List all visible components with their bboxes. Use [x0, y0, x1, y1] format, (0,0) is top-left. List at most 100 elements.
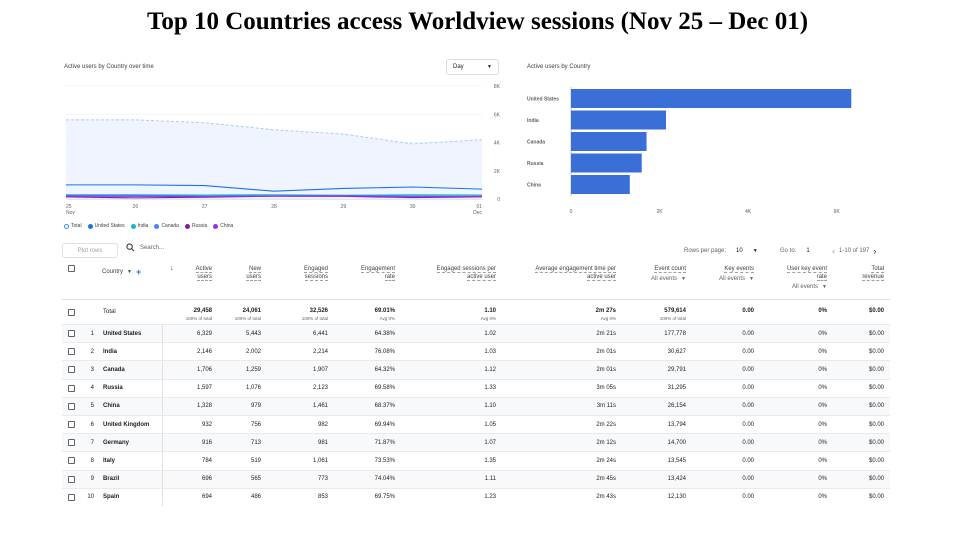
legend-item[interactable]: United States [87, 223, 125, 229]
column-header-label: rate [816, 274, 827, 281]
table-row[interactable]: 5 China 1,328 979 1,461 68.37% 1.10 3m 11s 26,15… [62, 396, 890, 415]
sort-arrow-icon[interactable]: ↓ [170, 265, 174, 272]
table-row[interactable]: 3 Canada 1,706 1,259 1,907 64.32% 1.12 2m 01s 29… [62, 360, 890, 379]
total-cell: 0% [818, 308, 827, 314]
table-cell: 0% [818, 457, 827, 464]
row-checkbox[interactable] [68, 493, 75, 501]
total-cell: 32,526 [309, 308, 328, 314]
x-tick-label: 30 [410, 204, 416, 210]
country-name[interactable]: Germany [103, 439, 130, 446]
table-cell: 1.12 [484, 366, 496, 373]
table-cell: 1.33 [484, 385, 496, 392]
event-filter-dropdown[interactable]: All events ▼ [762, 283, 827, 291]
total-share-label: 100% of total [301, 316, 328, 321]
table-cell: $0.00 [868, 403, 884, 410]
table-row[interactable]: 2 India 2,146 2,002 2,214 76.08% 1.03 2m 01s 30,… [62, 342, 890, 361]
row-checkbox[interactable] [68, 457, 75, 465]
category-label: Canada [527, 140, 545, 146]
country-name[interactable]: Brazil [103, 476, 120, 483]
search-input[interactable]: Search... [140, 244, 165, 251]
event-filter-label: All events [792, 284, 819, 290]
granularity-dropdown[interactable]: Day ▼ [446, 59, 499, 75]
total-share-label: 100% of total [234, 316, 261, 321]
country-column-header[interactable]: Country ▼ + [102, 267, 141, 277]
row-rank: 8 [90, 457, 94, 464]
plot-rows-button[interactable]: Plot rows [62, 243, 118, 258]
legend-item[interactable]: Canada [154, 223, 179, 229]
row-checkbox[interactable] [68, 348, 75, 356]
row-checkbox[interactable] [68, 366, 75, 374]
table-row[interactable]: 1 United States 6,329 5,443 6,441 64.38% 1.02 2… [62, 324, 890, 343]
country-name[interactable]: United States [103, 330, 142, 337]
row-checkbox[interactable] [68, 421, 75, 429]
total-share-label: Avg 0% [480, 316, 496, 321]
table-cell: 1,461 [312, 403, 328, 410]
add-dimension-icon[interactable]: + [135, 267, 142, 277]
row-rank: 3 [90, 366, 94, 373]
event-filter-dropdown[interactable]: All events ▼ [626, 275, 686, 283]
table-row[interactable]: 9 Brazil 696 565 773 74.04% 1.11 2m 45s 13,424 0.… [62, 469, 890, 488]
goto-input[interactable]: 1 [806, 247, 810, 254]
table-cell: 0.00 [742, 348, 754, 355]
column-header[interactable]: Engaged sessions [268, 265, 328, 281]
total-share-label: Avg 0% [600, 316, 616, 321]
legend-item[interactable]: India [130, 223, 148, 229]
legend-item[interactable]: Total [64, 223, 82, 229]
row-checkbox[interactable] [68, 384, 75, 392]
table-cell: 0% [818, 421, 827, 428]
column-header[interactable]: Key events All events ▼ [694, 265, 754, 283]
legend-item[interactable]: China [213, 223, 233, 229]
column-header[interactable]: Total revenue [834, 265, 884, 281]
x-tick-label: 28 [271, 204, 277, 210]
column-header[interactable]: Event count All events ▼ [626, 265, 686, 283]
column-header[interactable]: Engagement rate [340, 265, 395, 281]
legend-item[interactable]: Russia [184, 223, 207, 229]
row-rank: 7 [90, 439, 94, 446]
country-name[interactable]: Canada [103, 366, 125, 373]
column-header-label: sessions [304, 274, 328, 281]
country-name[interactable]: Russia [103, 385, 123, 392]
total-cell: $0.00 [868, 308, 884, 314]
row-checkbox[interactable] [68, 439, 75, 447]
table-cell: 2,146 [196, 348, 212, 355]
table-cell: 1.35 [484, 457, 496, 464]
column-header[interactable]: New users [216, 265, 261, 281]
table-row[interactable]: 8 Italy 784 519 1,061 73.53% 1.35 2m 24s 13,545 0… [62, 451, 890, 470]
table-row[interactable]: 10 Spain 694 486 853 69.75% 1.23 2m 43s 12,130 0.… [62, 487, 890, 506]
x-tick-label: 25 [66, 204, 72, 210]
table-cell: 2m 43s [596, 494, 616, 501]
table-row[interactable]: 7 Germany 916 713 981 71.87% 1.07 2m 12s 14,700 0… [62, 433, 890, 452]
row-checkbox[interactable] [68, 402, 75, 410]
country-name[interactable]: India [103, 348, 118, 355]
table-cell: $0.00 [868, 385, 884, 392]
table-cell: 696 [201, 476, 212, 483]
country-name[interactable]: China [103, 403, 120, 410]
column-header[interactable]: Average engagement time per active user [501, 265, 616, 281]
x-tick-label: 6K [834, 209, 841, 215]
country-name[interactable]: Italy [103, 457, 116, 464]
event-filter-dropdown[interactable]: All events ▼ [694, 275, 754, 283]
legend-dot-icon [213, 223, 219, 229]
row-checkbox[interactable] [68, 475, 75, 483]
table-cell: 0.00 [742, 366, 754, 373]
country-name[interactable]: Spain [103, 494, 120, 501]
country-name[interactable]: United Kingdom [103, 421, 150, 428]
column-header[interactable]: Engaged sessions per active user [401, 265, 496, 281]
column-header[interactable]: Active users [162, 265, 212, 281]
select-all-checkbox[interactable] [68, 265, 75, 272]
table-cell: $0.00 [868, 494, 884, 501]
chevron-right-icon[interactable]: › [873, 245, 877, 256]
column-header[interactable]: User key event rate All events ▼ [762, 265, 827, 291]
row-checkbox[interactable] [68, 308, 75, 316]
table-cell: $0.00 [868, 366, 884, 373]
table-row[interactable]: 6 United Kingdom 932 756 982 69.94% 1.05 2m 22s… [62, 414, 890, 434]
table-toolbar: Plot rows Search... Rows per page: 10 ▼ … [62, 243, 890, 259]
search-box[interactable]: Search... [126, 243, 164, 252]
series-line [66, 194, 483, 196]
rows-per-page-select[interactable]: 10 ▼ [736, 248, 758, 254]
column-header-label: User key event [786, 266, 827, 273]
chevron-left-icon[interactable]: ‹ [832, 245, 835, 256]
table-row[interactable]: 4 Russia 1,597 1,076 2,123 69.58% 1.33 3m 05s 31… [62, 378, 890, 397]
row-checkbox[interactable] [68, 330, 75, 338]
column-header-label: users [246, 274, 261, 281]
